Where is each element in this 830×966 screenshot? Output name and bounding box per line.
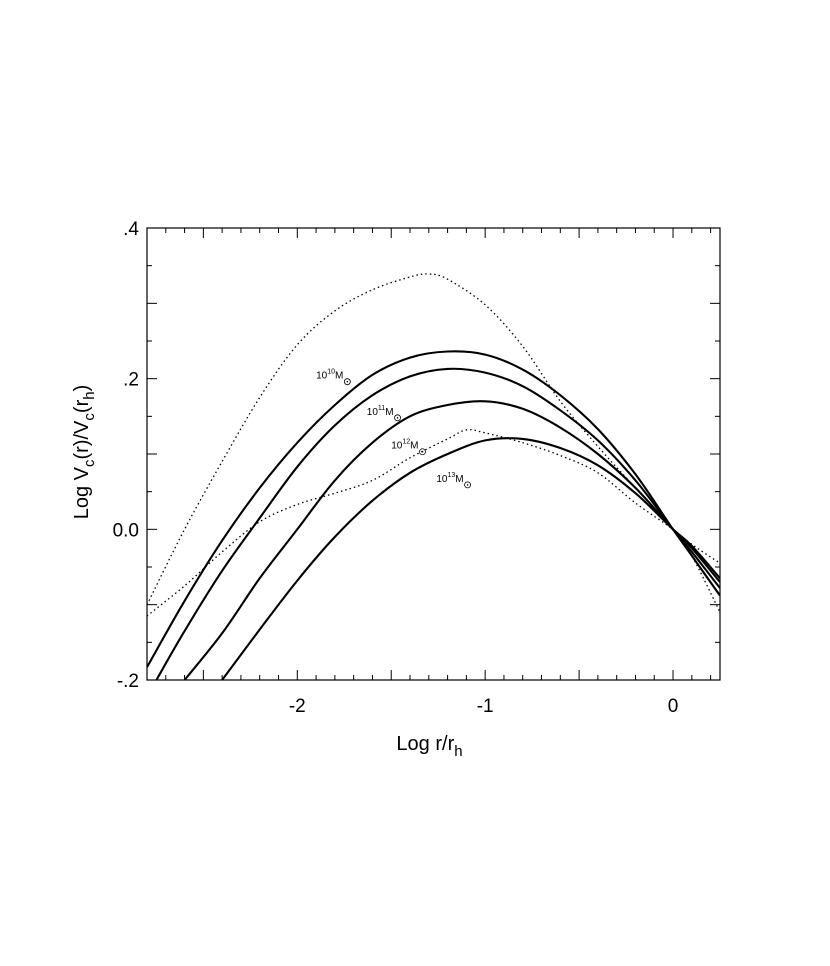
sun-symbol-icon xyxy=(394,414,401,422)
y-axis-label: Log Vc(r)/Vc(rh) xyxy=(71,385,98,520)
mass-annotation: 1010M xyxy=(316,369,351,386)
y-tick-label: -.2 xyxy=(117,671,139,692)
sun-symbol-dot xyxy=(466,484,469,486)
x-tick-label: -2 xyxy=(289,696,306,717)
svg-text:1010M: 1010M xyxy=(316,369,343,382)
series-line-3 xyxy=(183,400,720,680)
plot-frame xyxy=(146,227,721,681)
svg-text:1013M: 1013M xyxy=(436,472,463,485)
sun-symbol-icon xyxy=(343,378,351,386)
x-tick-label: 0 xyxy=(668,696,679,717)
axis-ticks xyxy=(146,227,720,681)
sun-symbol-icon xyxy=(419,448,426,456)
y-tick-label: .2 xyxy=(123,370,139,391)
sun-symbol-icon xyxy=(464,481,471,489)
series-line-5 xyxy=(147,273,720,613)
y-tick-label: .4 xyxy=(123,219,139,240)
series-group xyxy=(147,273,720,680)
x-tick-label: -1 xyxy=(477,696,494,717)
svg-text:1012M: 1012M xyxy=(391,439,418,452)
sun-symbol-dot xyxy=(346,380,349,383)
series-line-2 xyxy=(155,367,720,680)
svg-text:1011M: 1011M xyxy=(367,405,394,418)
mass-annotation: 1013M xyxy=(436,472,471,489)
sun-symbol-dot xyxy=(421,450,424,453)
sun-symbol-dot xyxy=(396,417,399,419)
mass-annotation: 1012M xyxy=(391,439,426,456)
x-axis-label: Log r/rh xyxy=(396,733,462,760)
series-line-1 xyxy=(147,350,720,668)
y-tick-label: 0.0 xyxy=(113,520,139,541)
series-line-6 xyxy=(147,429,720,617)
mass-annotation: 1011M xyxy=(367,405,401,422)
curve-annotations: 1010M 1011M 1012M 1013M xyxy=(316,369,471,489)
tick-labels: -2 -1 0 -.2 0.0 .2 .4 xyxy=(113,219,679,717)
series-line-4 xyxy=(221,437,720,680)
